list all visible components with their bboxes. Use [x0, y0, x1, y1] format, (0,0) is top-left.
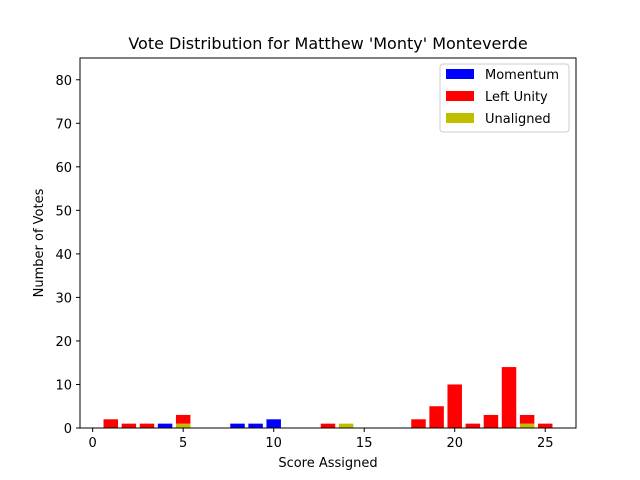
bar-left-unity-score-2 — [121, 423, 137, 428]
x-axis-ticks: 0 5 10 15 20 25 — [89, 428, 554, 451]
y-axis-ticks: 0 10 20 30 40 50 60 70 80 — [55, 74, 80, 437]
bar-left-unity-score-25 — [537, 423, 553, 428]
bar-momentum-score-8 — [230, 423, 245, 428]
x-axis-label: Score Assigned — [278, 456, 377, 471]
x-tick-label: 25 — [537, 436, 554, 451]
x-tick-label: 15 — [356, 436, 373, 451]
chart-title: Vote Distribution for Matthew 'Monty' Mo… — [128, 34, 527, 53]
bar-left-unity-score-20 — [447, 384, 462, 428]
y-tick-label: 10 — [55, 378, 72, 393]
bars-layer — [103, 367, 553, 428]
bar-left-unity-score-22 — [483, 414, 499, 428]
y-tick-label: 60 — [55, 161, 72, 176]
x-tick-label: 0 — [89, 436, 97, 451]
x-tick-label: 10 — [265, 436, 282, 451]
legend-label-unaligned: Unaligned — [485, 112, 551, 127]
bar-unaligned-score-5 — [175, 423, 191, 428]
y-axis-label: Number of Votes — [32, 188, 47, 297]
bar-momentum-score-10 — [266, 419, 281, 428]
plot-area-border — [79, 57, 577, 429]
bar-left-unity-score-13 — [320, 423, 336, 428]
legend: Momentum Left Unity Unaligned — [439, 63, 570, 133]
bar-left-unity-score-3 — [139, 423, 155, 428]
bar-left-unity-score-21 — [465, 423, 481, 428]
y-tick-label: 20 — [55, 335, 72, 350]
bar-momentum-score-9 — [248, 423, 263, 428]
x-tick-label: 5 — [179, 436, 187, 451]
axes-frame — [79, 57, 577, 429]
bar-unaligned-score-24 — [519, 423, 535, 428]
bar-left-unity-score-1 — [103, 419, 119, 428]
x-tick-label: 20 — [446, 436, 463, 451]
legend-label-left-unity: Left Unity — [485, 90, 548, 105]
bar-unaligned-score-14 — [338, 423, 354, 428]
y-tick-label: 30 — [55, 291, 72, 306]
y-tick-label: 0 — [64, 422, 72, 437]
bar-left-unity-score-18 — [411, 419, 426, 428]
y-tick-label: 70 — [55, 117, 72, 132]
y-tick-label: 50 — [55, 204, 72, 219]
y-tick-label: 40 — [55, 248, 72, 263]
y-tick-label: 80 — [55, 74, 72, 89]
bar-left-unity-score-5 — [175, 414, 191, 424]
bar-left-unity-score-19 — [429, 406, 444, 428]
bar-momentum-score-4 — [157, 423, 173, 428]
legend-swatch-left-unity — [446, 91, 474, 101]
bar-left-unity-score-24 — [519, 414, 535, 424]
legend-swatch-unaligned — [446, 113, 474, 123]
bar-left-unity-score-23 — [501, 367, 517, 428]
legend-label-momentum: Momentum — [485, 68, 559, 83]
legend-swatch-momentum — [446, 69, 474, 79]
